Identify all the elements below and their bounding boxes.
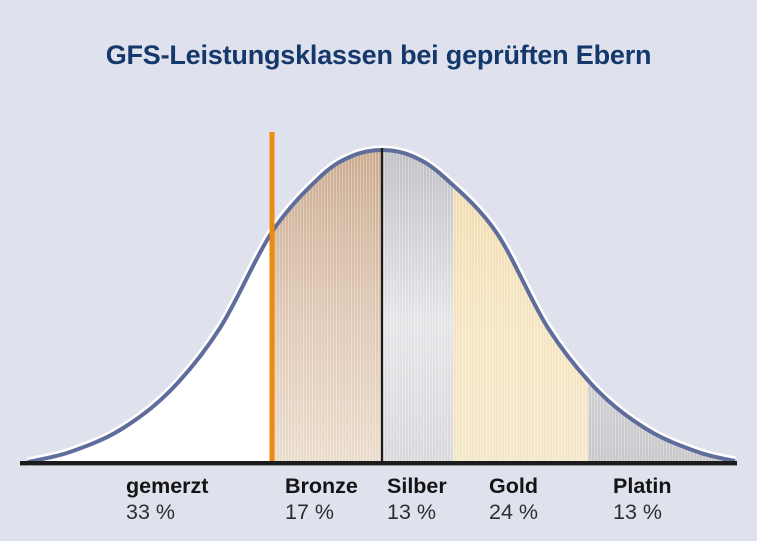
chart-title: GFS-Leistungsklassen bei geprüften Ebern xyxy=(105,40,652,70)
